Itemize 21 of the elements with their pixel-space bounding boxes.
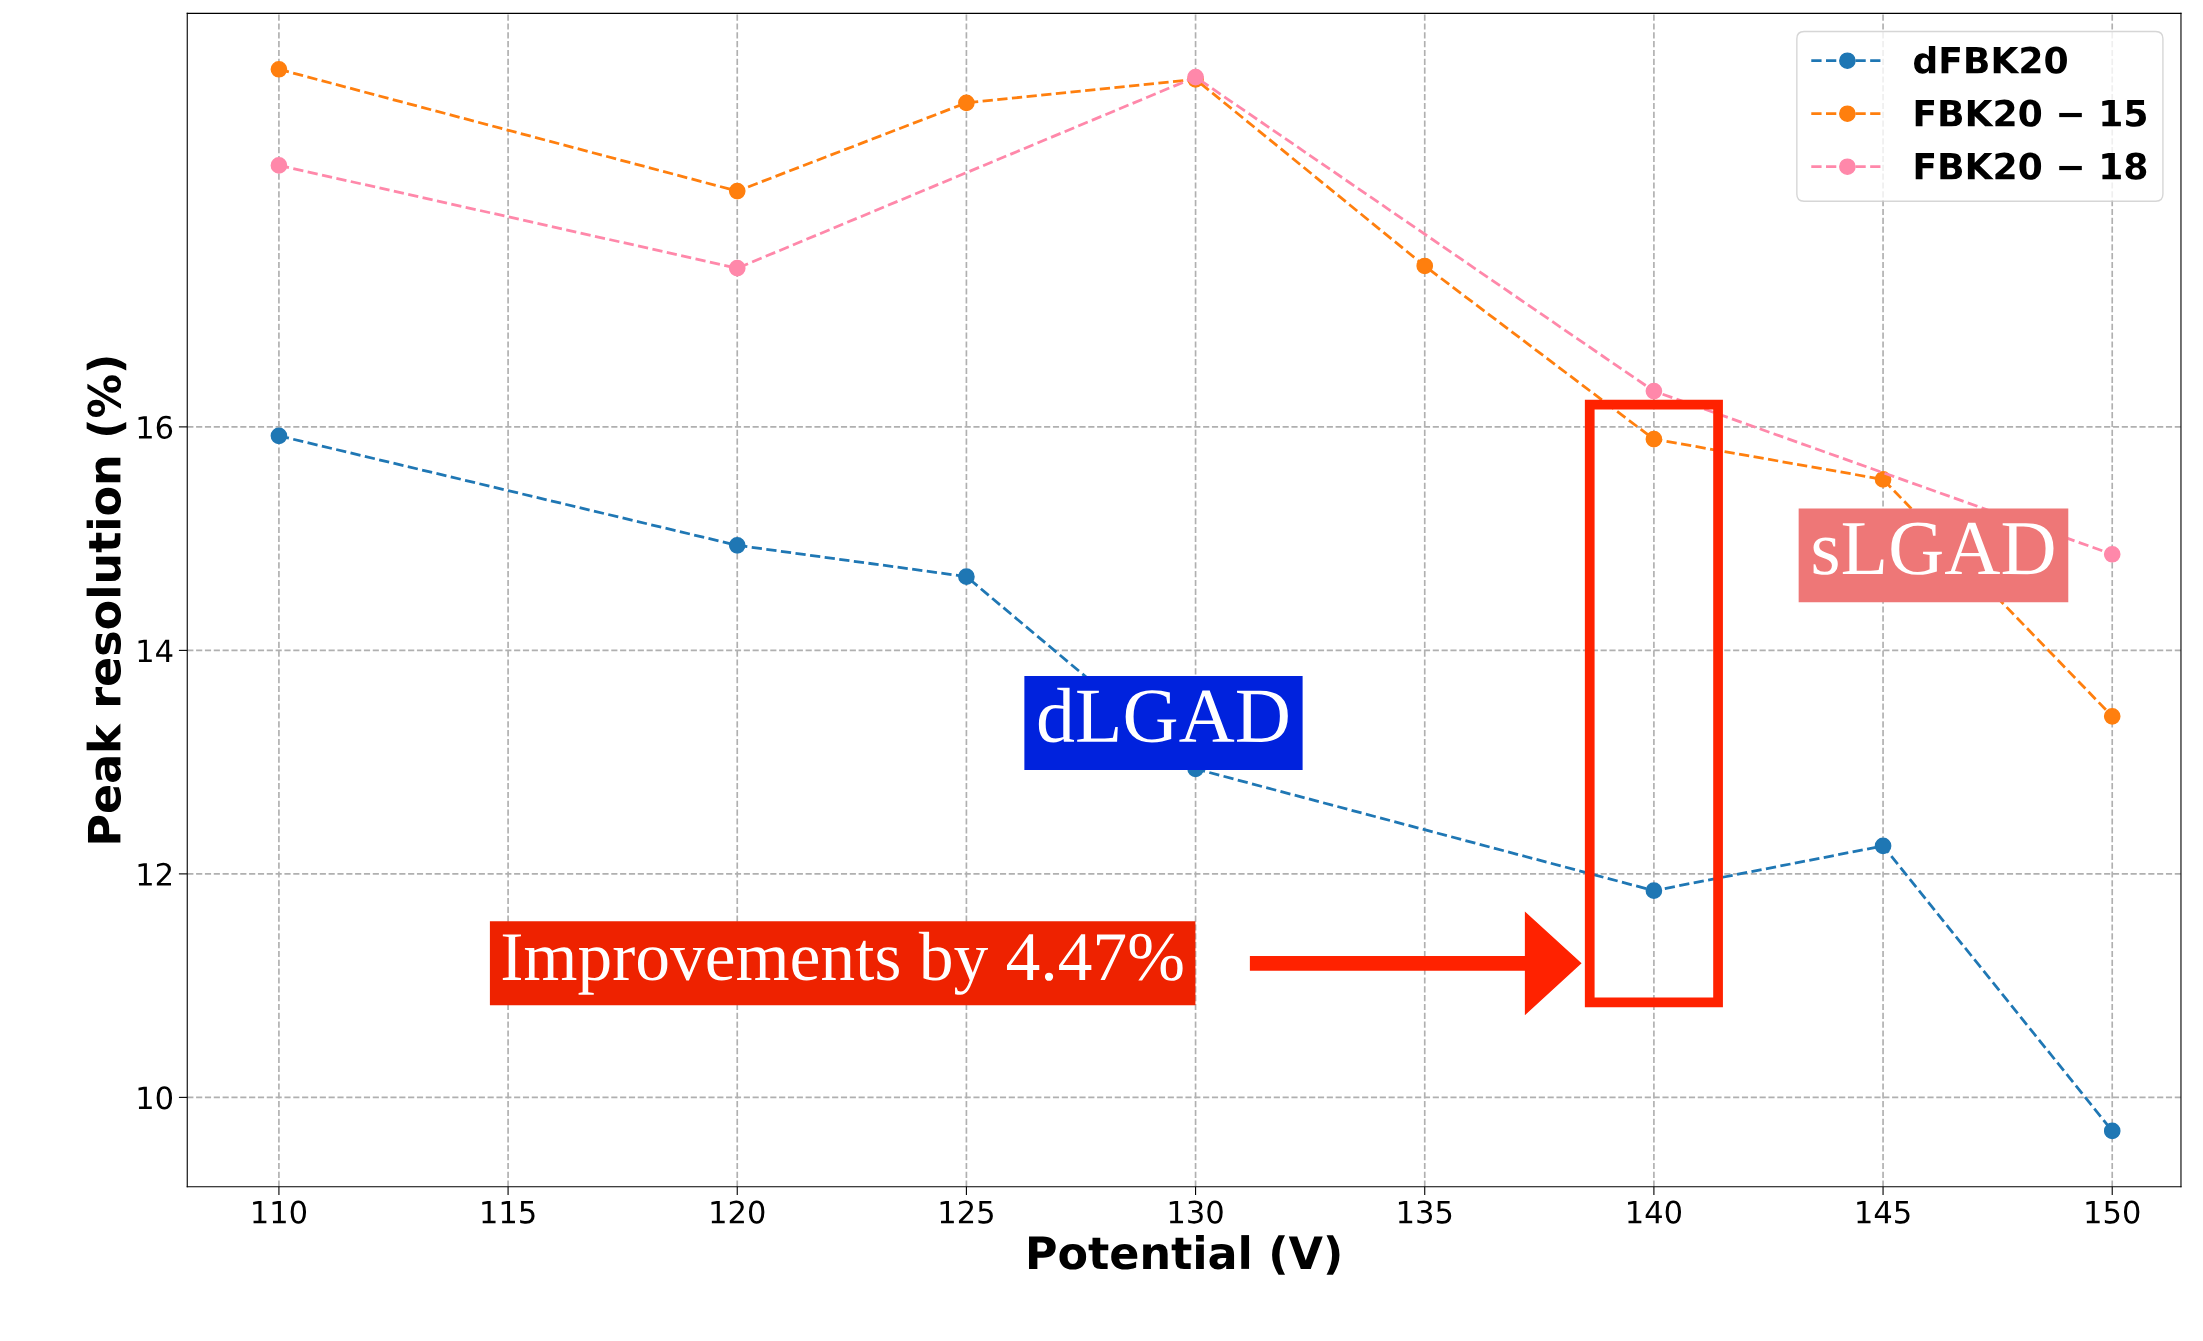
- legend-label: dFBK20: [1914, 45, 2067, 74]
- x-axis-title: Potential (V): [1029, 1235, 1340, 1275]
- x-tick-label: 125: [940, 1200, 993, 1224]
- annotation: Improvements by 4.47%: [502, 931, 1183, 995]
- y-axis-title: Peak resolution (%): [86, 357, 127, 843]
- y-tick-label: 14: [138, 639, 173, 662]
- x-tick-label: 135: [1398, 1200, 1452, 1224]
- y-tick-label: 12: [138, 862, 171, 886]
- x-tick-label: 120: [711, 1200, 765, 1224]
- x-tick-label: 110: [253, 1200, 307, 1224]
- annotation: sLGAD: [1813, 522, 2054, 575]
- x-tick-label: 150: [2086, 1200, 2140, 1224]
- annotation: dLGAD: [1038, 687, 1288, 743]
- x-tick-label: 140: [1628, 1200, 1682, 1224]
- legend-label: FBK20 − 18: [1915, 152, 2147, 180]
- x-tick-label: 145: [1857, 1200, 1910, 1224]
- x-tick-label: 115: [482, 1200, 535, 1224]
- x-tick-label: 130: [1169, 1200, 1223, 1224]
- y-tick-label: 10: [138, 1086, 173, 1110]
- y-tick-label: 16: [138, 415, 173, 439]
- legend-label: FBK20 − 15: [1915, 99, 2146, 127]
